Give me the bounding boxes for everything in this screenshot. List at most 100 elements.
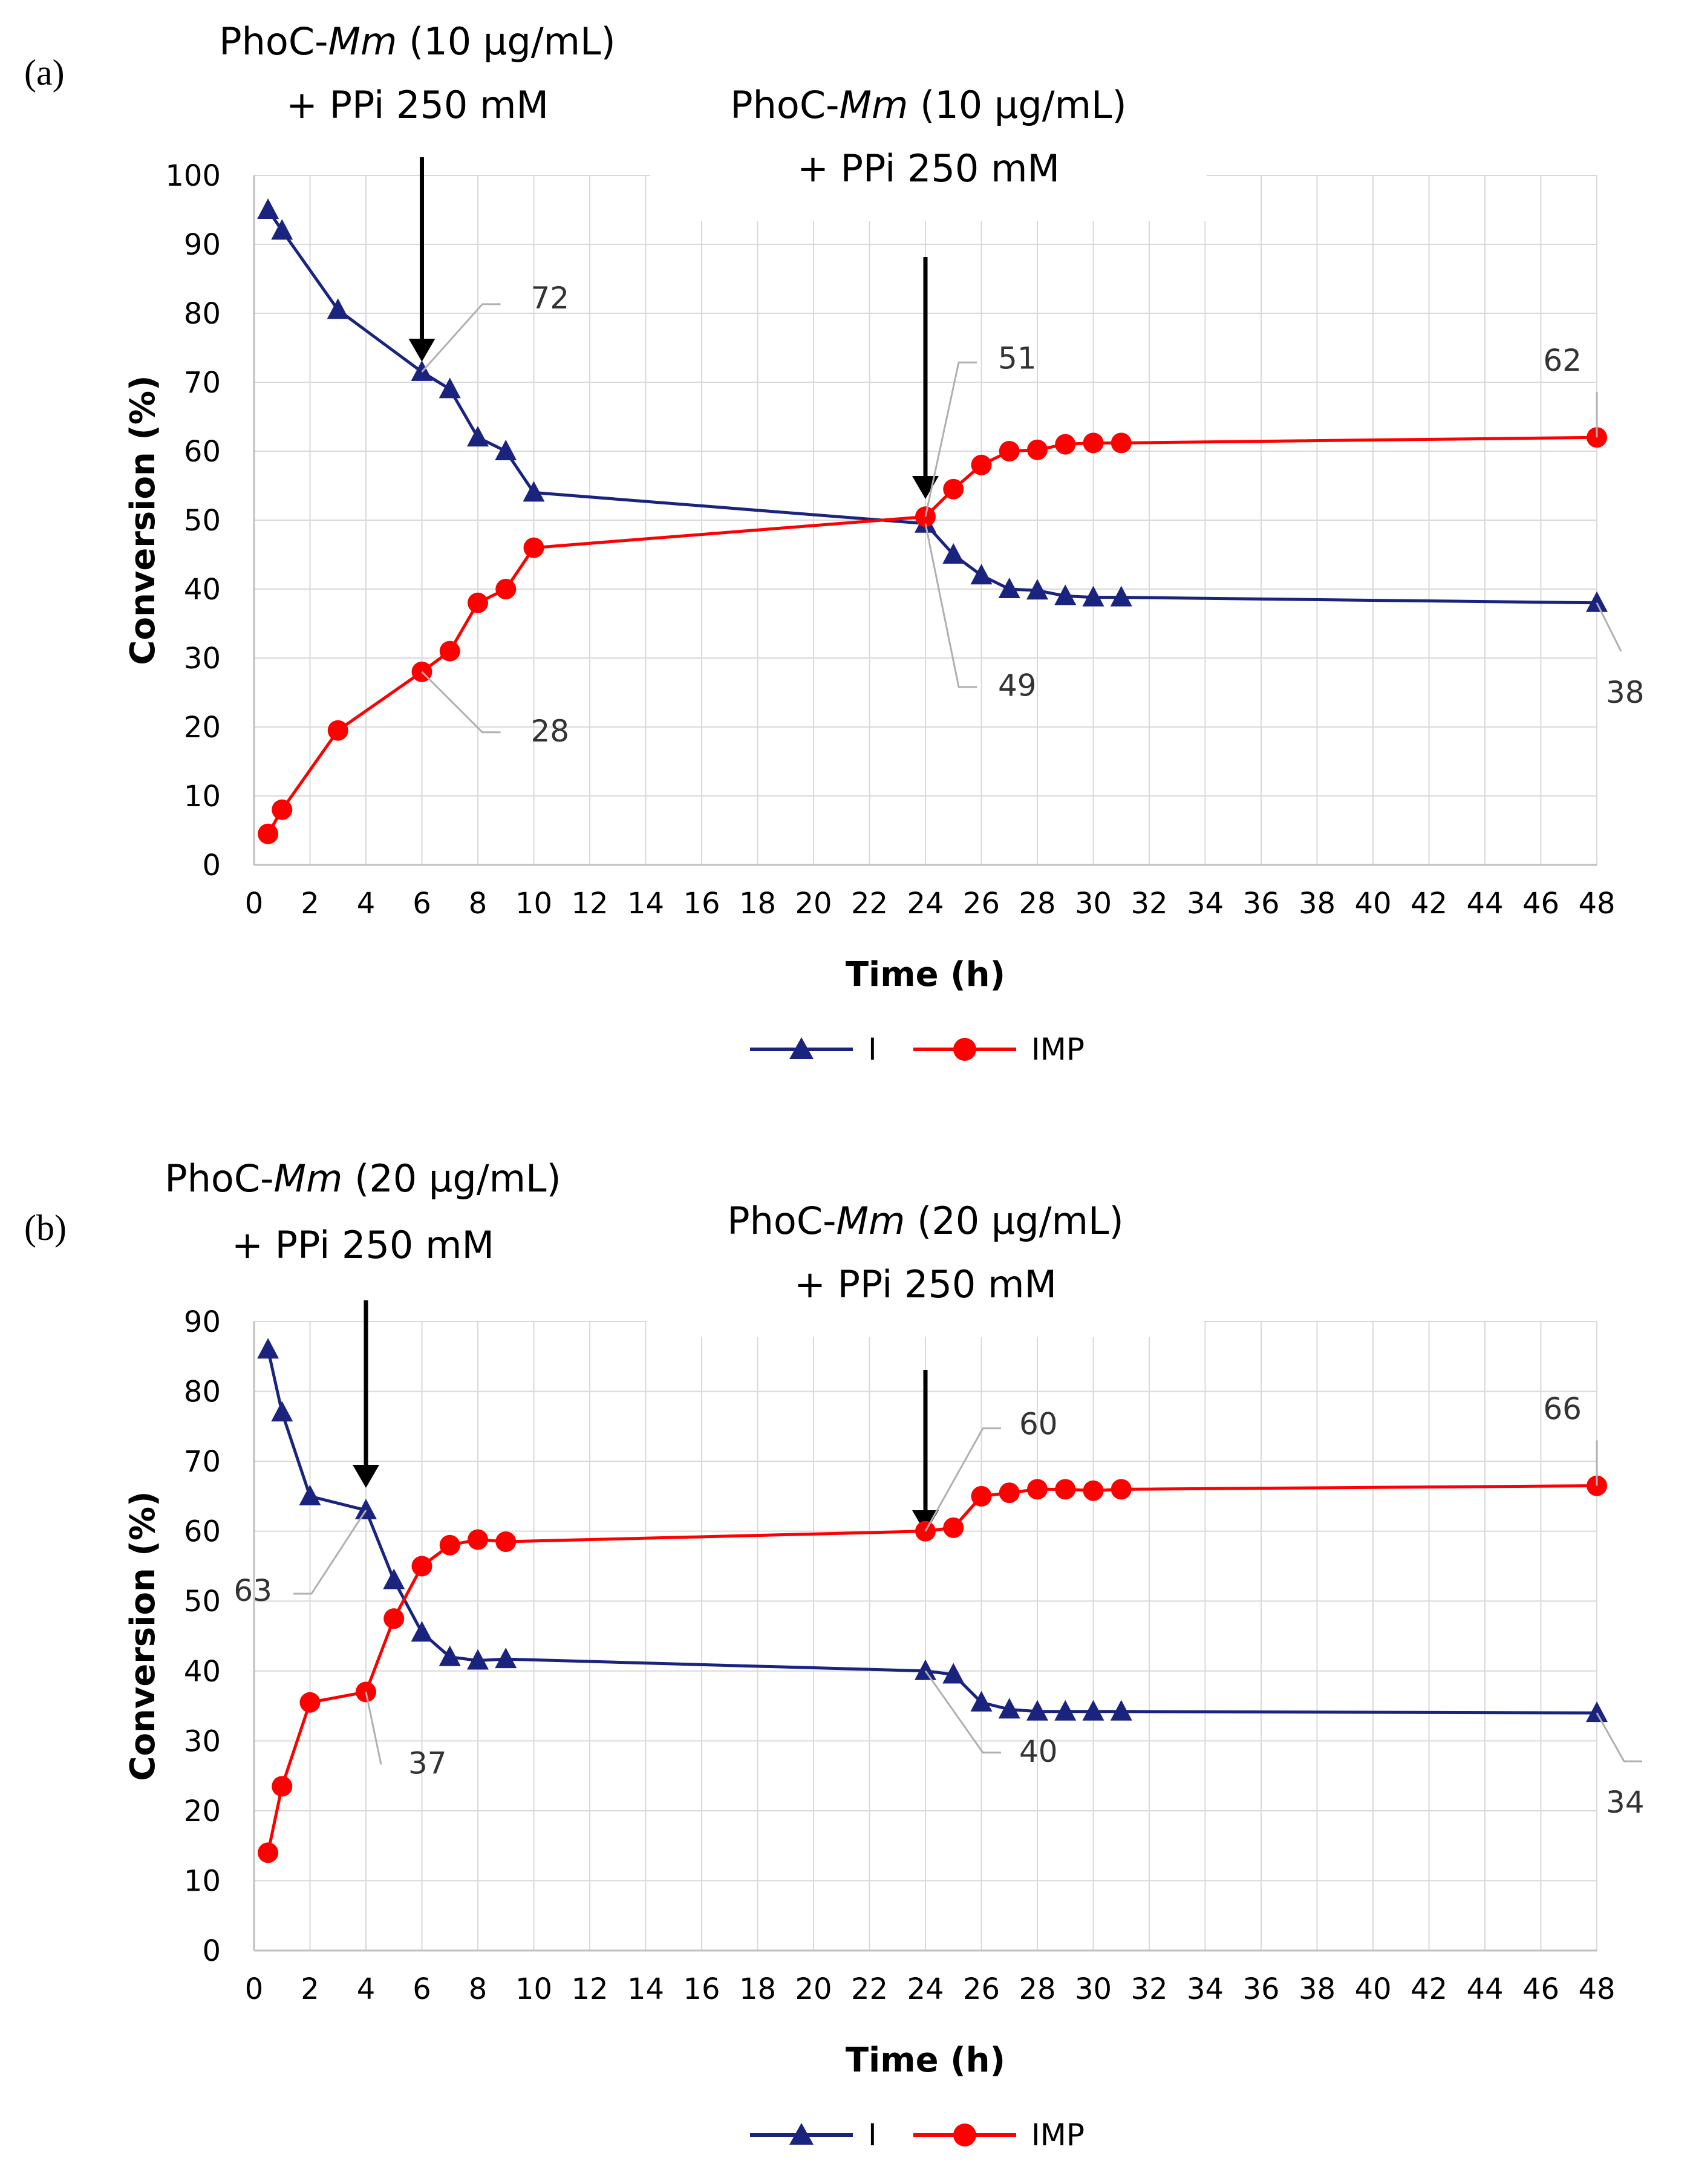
x-tick-label: 46 [1522, 887, 1559, 921]
legend-label-I: I [868, 2117, 877, 2153]
x-tick-label: 2 [301, 887, 319, 921]
legend: I IMP [750, 2117, 1085, 2153]
data-point-I [271, 1401, 293, 1422]
data-point-I [1082, 585, 1104, 607]
y-tick-label: 60 [184, 1515, 221, 1549]
x-tick-label: 12 [571, 887, 608, 921]
annotation-concentration: (20 µg/mL) [342, 1156, 561, 1201]
y-tick-label: 50 [184, 1585, 221, 1618]
data-point-IMP [495, 1531, 517, 1552]
x-tick-label: 40 [1354, 887, 1391, 921]
data-point-I [523, 481, 545, 502]
data-point-I [970, 564, 993, 585]
x-tick-label: 46 [1522, 1972, 1559, 2006]
x-tick-label: 38 [1299, 887, 1336, 921]
data-point-I [439, 1645, 461, 1666]
y-tick-label: 30 [184, 642, 221, 676]
data-label: 49 [998, 668, 1037, 703]
data-point-IMP [383, 1608, 405, 1629]
legend-marker-IMP [953, 2124, 976, 2147]
x-tick-label: 0 [245, 1972, 264, 2006]
annotation-line-2: + PPi 250 mM [286, 83, 549, 127]
data-point-I [257, 1338, 279, 1359]
x-tick-label: 6 [413, 1972, 431, 2006]
data-point-IMP [971, 454, 992, 475]
y-tick-label: 30 [184, 1724, 221, 1758]
data-label-leader [1596, 1712, 1642, 1762]
data-point-IMP [272, 1776, 293, 1797]
data-label: 34 [1606, 1785, 1645, 1820]
data-point-I [1082, 1700, 1104, 1721]
data-point-I [495, 440, 517, 460]
annotation-concentration: (10 µg/mL) [908, 83, 1126, 127]
annotation-enzyme: PhoC- [219, 19, 328, 64]
data-label: 28 [531, 714, 570, 749]
x-tick-label: 20 [795, 887, 832, 921]
legend-marker-IMP [953, 1038, 976, 1061]
y-tick-label: 10 [184, 1864, 221, 1898]
data-point-IMP [1027, 439, 1048, 460]
data-label-leader [1596, 602, 1622, 652]
y-axis-title: Conversion (%) [123, 1491, 163, 1781]
data-label-leader [421, 303, 501, 373]
data-point-IMP [1587, 1475, 1607, 1496]
annotation-concentration: (20 µg/mL) [905, 1199, 1123, 1243]
annotation-arrow-head [408, 339, 435, 362]
data-label-leader [924, 523, 977, 688]
data-point-I [355, 1499, 377, 1519]
data-point-IMP [356, 1681, 376, 1703]
panel-label: (b) [24, 1208, 67, 1248]
data-point-I [467, 426, 489, 447]
x-tick-label: 18 [739, 1972, 776, 2006]
x-tick-label: 10 [515, 887, 552, 921]
data-label: 63 [233, 1573, 272, 1608]
x-tick-label: 26 [963, 887, 1000, 921]
data-point-I [411, 1621, 433, 1642]
annotation-organism: Mm [837, 1199, 905, 1243]
data-point-IMP [999, 441, 1020, 461]
x-tick-label: 36 [1242, 887, 1279, 921]
x-tick-label: 12 [571, 1972, 608, 2006]
annotation-arrow-head [912, 476, 939, 499]
data-point-IMP [272, 799, 293, 820]
x-tick-label: 18 [739, 887, 776, 921]
x-tick-label: 34 [1187, 887, 1224, 921]
data-label: 51 [998, 341, 1037, 376]
annotation-organism: Mm [328, 19, 397, 64]
series-line-I [267, 209, 1597, 605]
x-tick-label: 26 [963, 1972, 1000, 2006]
annotation-line-1: PhoC-Mm (20 µg/mL) [727, 1199, 1124, 1243]
data-point-IMP [468, 592, 488, 613]
data-label: 72 [531, 281, 570, 316]
data-point-I [970, 1690, 993, 1712]
data-point-I [942, 1663, 965, 1684]
panel-label: (a) [24, 53, 65, 93]
annotation-background [650, 76, 1207, 221]
x-tick-label: 38 [1299, 1972, 1336, 2006]
annotation-enzyme: PhoC- [727, 1199, 836, 1243]
data-point-IMP [258, 1842, 279, 1863]
data-point-I [439, 377, 461, 399]
x-tick-label: 48 [1578, 1972, 1615, 2006]
legend-label-IMP: IMP [1031, 1032, 1085, 1067]
x-tick-label: 28 [1019, 1972, 1055, 2006]
chart-panel-b: (b) 0 2 4 6 8 10 12 14 16 18 20 22 24 26 28 30 32 34 36 38 40… [0, 1089, 1693, 2177]
x-tick-label: 30 [1075, 1972, 1112, 2006]
data-point-IMP [411, 1556, 432, 1577]
data-label-leader [924, 1670, 1001, 1754]
data-point-IMP [1111, 432, 1132, 454]
x-tick-label: 22 [851, 1972, 888, 2006]
x-tick-label: 44 [1466, 1972, 1503, 2006]
chart-panel-a: (a) 0 2 4 6 8 10 12 14 16 18 20 22 24 26 28 30 32 34 36 38 40… [0, 0, 1693, 1089]
data-point-IMP [1083, 1480, 1104, 1501]
x-tick-label: 28 [1019, 887, 1055, 921]
x-tick-label: 36 [1242, 1972, 1279, 2006]
data-point-IMP [943, 1517, 964, 1538]
legend-label-I: I [868, 1032, 877, 1067]
data-point-IMP [971, 1485, 992, 1507]
x-tick-label: 20 [795, 1972, 832, 2006]
data-point-IMP [468, 1529, 488, 1550]
y-tick-label: 20 [184, 711, 221, 745]
data-point-IMP [327, 720, 348, 741]
annotation-organism: Mm [274, 1156, 343, 1201]
